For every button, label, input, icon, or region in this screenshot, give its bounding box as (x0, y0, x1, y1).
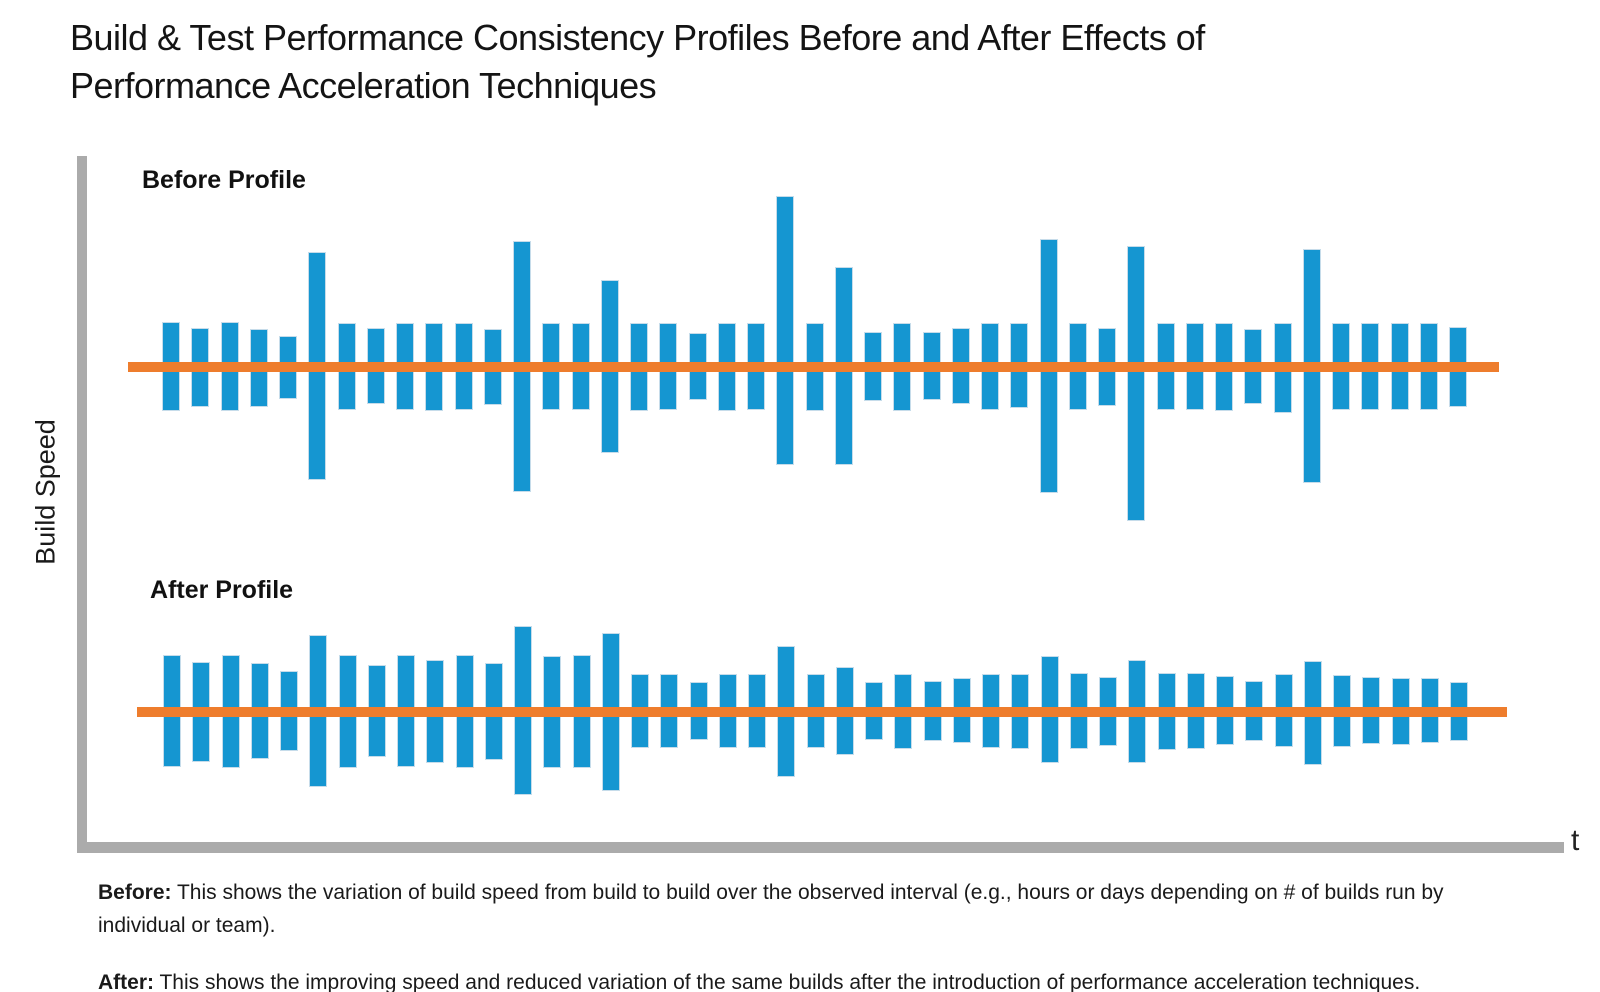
chart-title-line1: Build & Test Performance Consistency Pro… (70, 17, 1205, 58)
deviation-bar (1127, 246, 1146, 521)
before-caption-label: Before: (98, 881, 172, 904)
after-profile-label: After Profile (150, 576, 294, 604)
chart-title-line2: Performance Acceleration Techniques (70, 65, 657, 106)
after-caption-label: After: (98, 971, 154, 992)
before-caption: Before: This shows the variation of buil… (98, 876, 1483, 942)
chart-captions: Before: This shows the variation of buil… (98, 876, 1483, 992)
after-caption: After: This shows the improving speed an… (98, 966, 1483, 992)
y-axis-line (77, 156, 87, 853)
y-axis-label: Build Speed (30, 419, 61, 565)
before-profile-label: Before Profile (142, 166, 306, 194)
x-axis-line (77, 842, 1564, 853)
after-mean-line (137, 707, 1507, 717)
deviation-bar (776, 196, 795, 465)
after-caption-text: This shows the improving speed and reduc… (159, 971, 1421, 992)
before-caption-text: This shows the variation of build speed … (98, 881, 1444, 937)
before-mean-line (128, 362, 1499, 372)
chart-title: Build & Test Performance Consistency Pro… (70, 14, 1470, 110)
x-axis-label: t (1571, 824, 1580, 857)
